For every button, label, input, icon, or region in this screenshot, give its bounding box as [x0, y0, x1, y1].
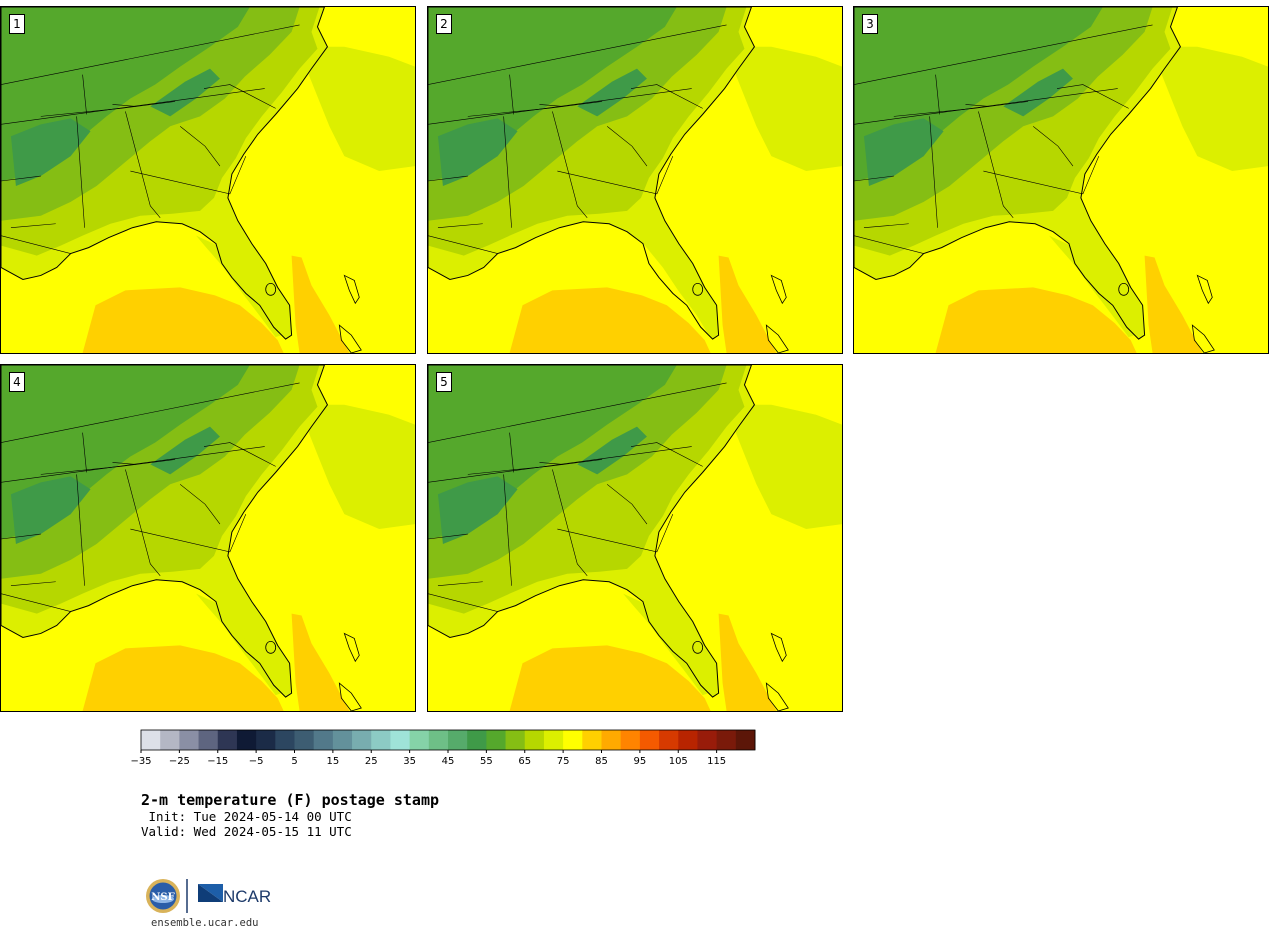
member-label: 5 — [436, 372, 452, 392]
colorbar-swatch — [524, 730, 545, 750]
colorbar-swatch — [543, 730, 564, 750]
colorbar-swatch — [371, 730, 391, 750]
colorbar-swatch — [352, 730, 372, 750]
colorbar: −35 −25 −15 −5 5 15 25 35 45 55 65 75 85 95 105 115 — [130, 729, 756, 767]
colorbar-swatch — [735, 730, 756, 750]
colorbar-tick-label: 5 — [291, 756, 297, 767]
colorbar-swatch — [601, 730, 622, 750]
svg-text:NSF: NSF — [151, 892, 174, 903]
temperature-map — [428, 365, 842, 711]
member-label: 3 — [862, 14, 878, 34]
colorbar-swatch — [505, 730, 526, 750]
colorbar-tick-label: 55 — [480, 756, 493, 767]
colorbar-swatch — [313, 730, 334, 750]
colorbar-swatch — [486, 730, 507, 750]
colorbar-swatch — [448, 730, 468, 750]
temperature-map — [1, 365, 415, 711]
colorbar-swatch — [409, 730, 430, 750]
colorbar-tick-label: −35 — [130, 756, 151, 767]
footer-url: ensemble.ucar.edu — [151, 917, 259, 929]
colorbar-swatch — [639, 730, 660, 750]
colorbar-swatch — [160, 730, 180, 750]
colorbar-tick-label: −5 — [249, 756, 264, 767]
colorbar-swatch — [428, 730, 449, 750]
colorbar-swatch — [294, 730, 315, 750]
member-map-5: 5 — [427, 364, 843, 712]
colorbar-swatch — [467, 730, 487, 750]
logos: NSF NCAR — [146, 879, 271, 913]
colorbar-swatch — [179, 730, 200, 750]
ncar-text: NCAR — [223, 887, 271, 906]
colorbar-swatch — [620, 730, 641, 750]
temperature-map — [854, 7, 1268, 353]
colorbar-swatch — [678, 730, 698, 750]
colorbar-swatch — [275, 730, 295, 750]
ncar-logo-icon: NCAR — [198, 884, 271, 906]
member-label: 1 — [9, 14, 25, 34]
colorbar-tick-label: −25 — [169, 756, 190, 767]
colorbar-tick-label: 65 — [518, 756, 531, 767]
member-map-2: 2 — [427, 6, 843, 354]
colorbar-swatch — [582, 730, 602, 750]
colorbar-swatch — [697, 730, 718, 750]
colorbar-swatch — [332, 730, 353, 750]
colorbar-tick-label: 45 — [442, 756, 455, 767]
colorbar-tick-label: 85 — [595, 756, 608, 767]
colorbar-tick-label: 15 — [327, 756, 340, 767]
colorbar-swatch — [217, 730, 238, 750]
colorbar-tick-label: 95 — [634, 756, 647, 767]
valid-time: Valid: Wed 2024-05-15 11 UTC — [141, 824, 352, 839]
colorbar-swatch — [390, 730, 411, 750]
colorbar-swatch — [236, 730, 257, 750]
nsf-logo-icon: NSF — [146, 879, 180, 913]
temperature-map — [1, 7, 415, 353]
colorbar-swatch — [256, 730, 276, 750]
temperature-map — [428, 7, 842, 353]
member-map-1: 1 — [0, 6, 416, 354]
colorbar-swatch — [716, 730, 737, 750]
product-title: 2-m temperature (F) postage stamp — [141, 791, 440, 809]
member-label: 4 — [9, 372, 25, 392]
colorbar-swatch — [659, 730, 679, 750]
member-map-4: 4 — [0, 364, 416, 712]
member-map-3: 3 — [853, 6, 1269, 354]
colorbar-tick-label: 115 — [707, 756, 726, 767]
colorbar-tick-label: −15 — [207, 756, 228, 767]
colorbar-tick-label: 105 — [669, 756, 688, 767]
colorbar-swatch — [141, 730, 161, 750]
colorbar-tick-label: 25 — [365, 756, 378, 767]
colorbar-tick-label: 75 — [557, 756, 570, 767]
colorbar-swatch — [198, 730, 219, 750]
init-time: Init: Tue 2024-05-14 00 UTC — [141, 809, 352, 824]
colorbar-swatch — [563, 730, 583, 750]
colorbar-tick-label: 35 — [403, 756, 416, 767]
member-label: 2 — [436, 14, 452, 34]
